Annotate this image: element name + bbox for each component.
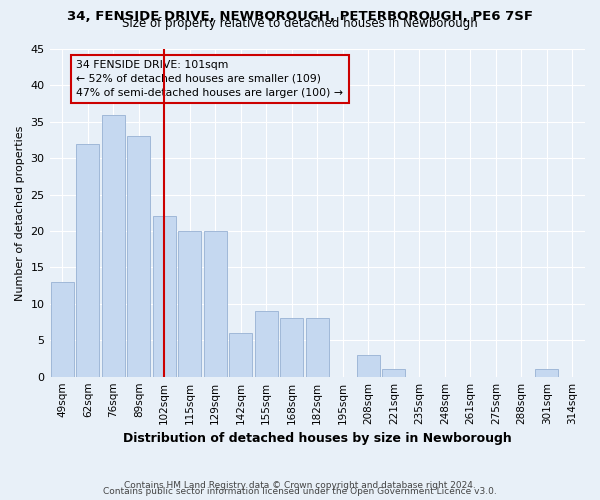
Bar xyxy=(382,370,405,376)
Bar xyxy=(51,282,74,376)
Bar xyxy=(229,333,252,376)
Bar xyxy=(153,216,176,376)
X-axis label: Distribution of detached houses by size in Newborough: Distribution of detached houses by size … xyxy=(123,432,512,445)
Bar xyxy=(280,318,303,376)
Text: 34, FENSIDE DRIVE, NEWBOROUGH, PETERBOROUGH, PE6 7SF: 34, FENSIDE DRIVE, NEWBOROUGH, PETERBORO… xyxy=(67,10,533,23)
Bar xyxy=(306,318,329,376)
Bar xyxy=(76,144,99,376)
Text: 34 FENSIDE DRIVE: 101sqm
← 52% of detached houses are smaller (109)
47% of semi-: 34 FENSIDE DRIVE: 101sqm ← 52% of detach… xyxy=(76,60,343,98)
Bar xyxy=(535,370,558,376)
Text: Size of property relative to detached houses in Newborough: Size of property relative to detached ho… xyxy=(122,18,478,30)
Bar xyxy=(102,114,125,376)
Bar xyxy=(178,231,201,376)
Text: Contains HM Land Registry data © Crown copyright and database right 2024.: Contains HM Land Registry data © Crown c… xyxy=(124,481,476,490)
Bar xyxy=(255,311,278,376)
Bar xyxy=(127,136,150,376)
Y-axis label: Number of detached properties: Number of detached properties xyxy=(15,125,25,300)
Text: Contains public sector information licensed under the Open Government Licence v3: Contains public sector information licen… xyxy=(103,487,497,496)
Bar xyxy=(204,231,227,376)
Bar xyxy=(357,355,380,376)
